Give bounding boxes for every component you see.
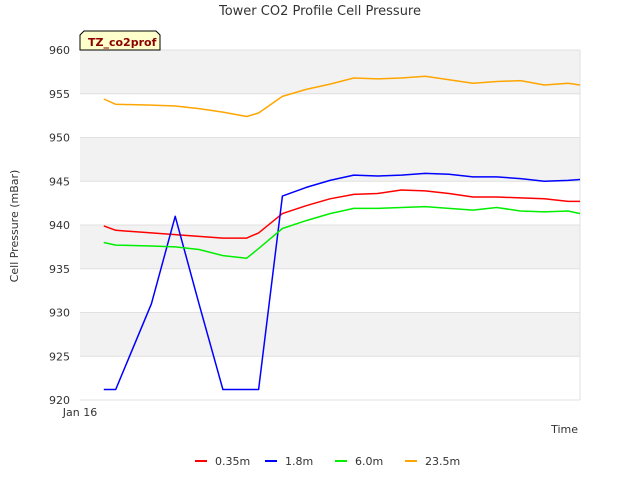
y-axis-ticks: 920 925 930 935 940 945 950 955 960 [49,44,70,407]
series-line-23.5m [103,75,581,118]
series-lines [103,75,581,391]
y-tick-label: 920 [49,394,70,407]
y-tick-label: 930 [49,307,70,320]
x-axis-ticks: Jan 16 [62,406,97,419]
legend: 0.35m 1.8m 6.0m 23.5m [195,455,460,468]
x-tick-label: Jan 16 [62,406,97,419]
plot-band [80,50,580,94]
y-tick-label: 950 [49,132,70,145]
y-axis-label: Cell Pressure (mBar) [8,170,21,283]
y-tick-label: 955 [49,88,70,101]
badge-shape [79,30,161,51]
y-tick-label: 925 [49,350,70,363]
y-tick-label: 960 [49,44,70,57]
y-tick-label: 945 [49,175,70,188]
plot-bands [80,50,580,357]
y-tick-label: 940 [49,219,70,232]
chart-title: Tower CO2 Profile Cell Pressure [218,4,421,19]
plot-band [80,312,580,357]
legend-label-6.0m: 6.0m [355,455,383,468]
plot-band [80,137,580,182]
badge-label: TZ_co2prof [88,36,157,49]
grid-lines [80,49,581,401]
series-line-0.35m [103,189,580,239]
series-line-1.8m [103,172,581,391]
series-line-6.0m [103,205,581,259]
annotation-badge: TZ_co2prof [79,30,161,51]
legend-label-0.35m: 0.35m [215,455,250,468]
legend-label-23.5m: 23.5m [425,455,460,468]
x-axis-label: Time [550,423,578,436]
legend-label-1.8m: 1.8m [285,455,313,468]
y-tick-label: 935 [49,263,70,276]
